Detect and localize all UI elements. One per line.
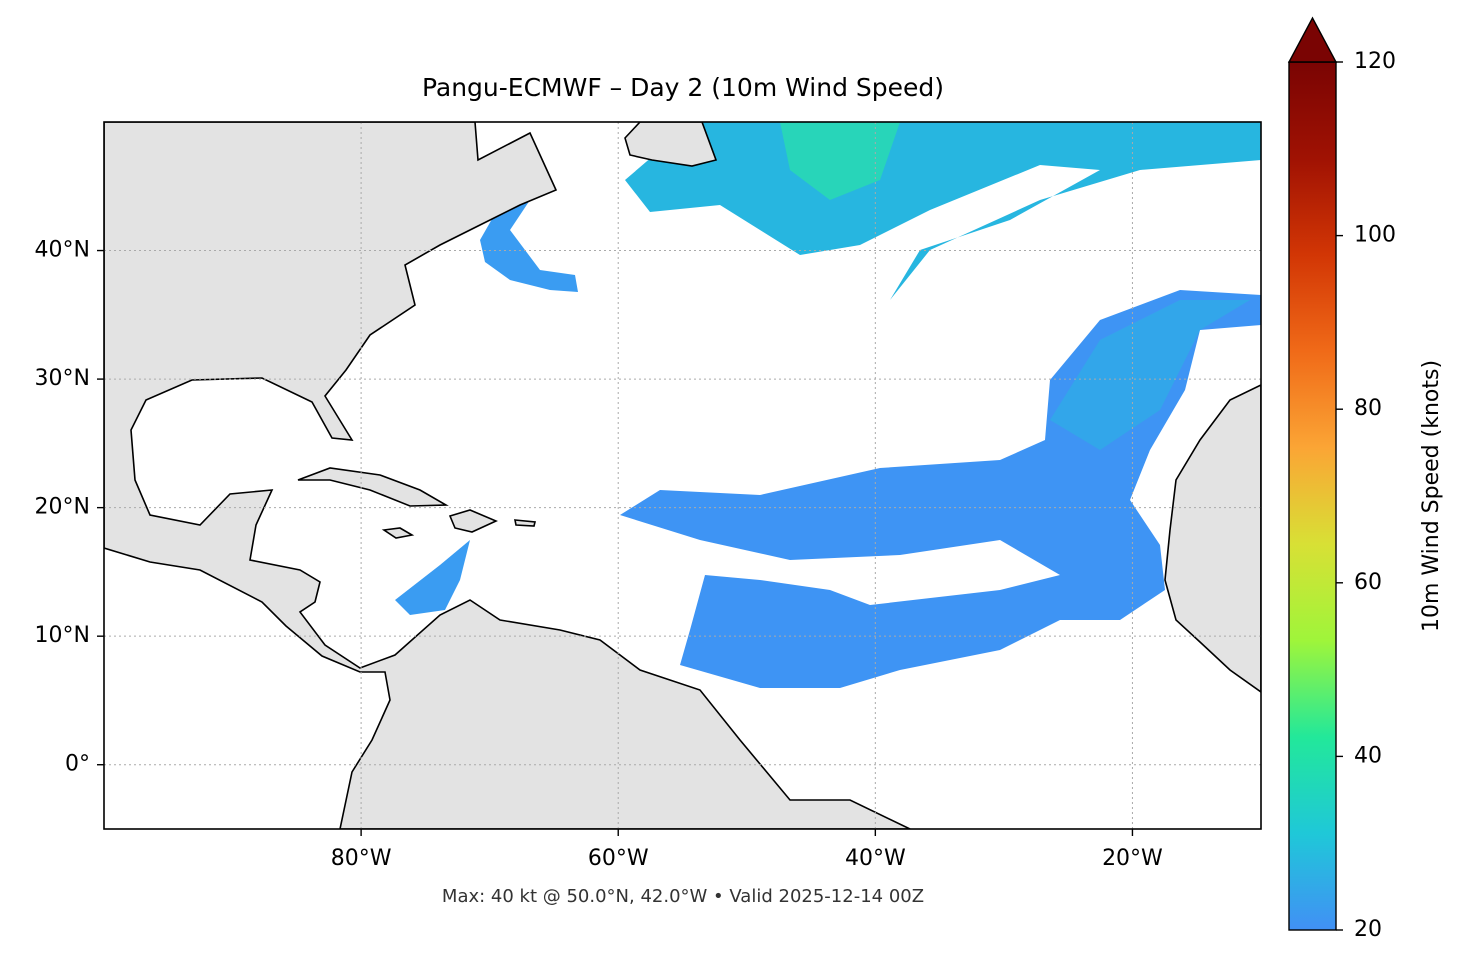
y-tick-label: 40°N [35,238,90,263]
footer-note: Max: 40 kt @ 50.0°N, 42.0°W • Valid 2025… [442,886,924,907]
map-frame [103,121,1262,830]
x-tick-label: 80°W [331,846,392,871]
x-tick-label: 20°W [1102,846,1163,871]
colorbar-label: 10m Wind Speed (knots) [1419,360,1444,632]
wind-field [395,122,1261,688]
colorbar-extend [1287,16,1338,63]
colorbar-tick-label: 80 [1354,396,1382,421]
land [104,122,1261,829]
x-tick-label: 60°W [588,846,649,871]
y-tick-label: 30°N [35,366,90,391]
x-tick-label: 40°W [845,846,906,871]
colorbar-tick-label: 60 [1354,570,1382,595]
y-tick-label: 0° [65,752,90,777]
colorbar [1288,61,1337,931]
colorbar-tick-label: 40 [1354,743,1382,768]
chart-title: Pangu-ECMWF – Day 2 (10m Wind Speed) [422,73,944,102]
map [104,122,1261,829]
y-tick-label: 20°N [35,495,90,520]
y-tick-label: 10°N [35,623,90,648]
colorbar-tick-label: 120 [1354,49,1396,74]
colorbar-tick-label: 20 [1354,917,1382,942]
colorbar-tick-label: 100 [1354,223,1396,248]
